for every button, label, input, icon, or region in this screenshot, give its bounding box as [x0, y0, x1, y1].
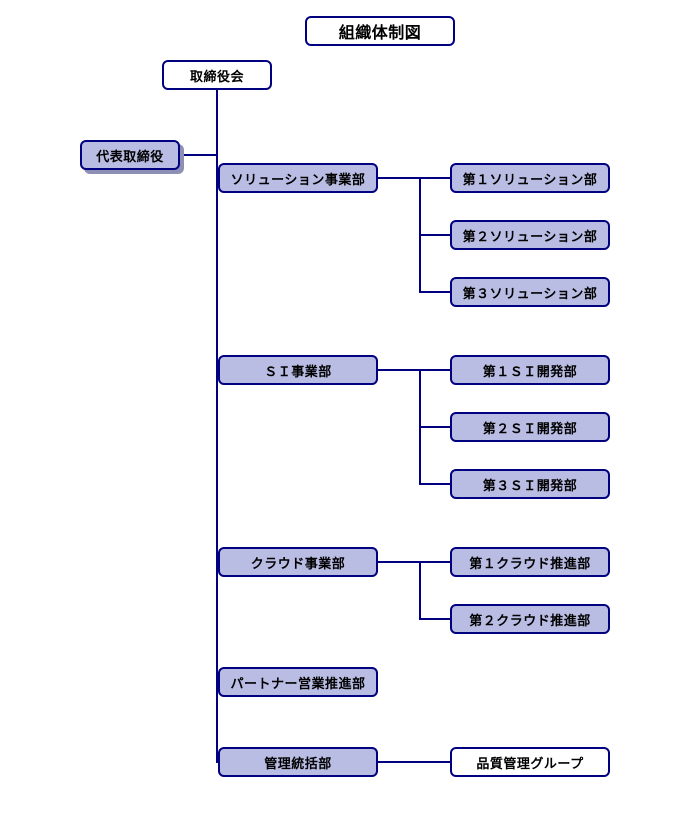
org-node-sol3: 第３ソリューション部 [450, 277, 610, 307]
org-node-si1: 第１ＳＩ開発部 [450, 355, 610, 385]
org-node-sol1: 第１ソリューション部 [450, 163, 610, 193]
connector-layer [0, 0, 700, 820]
org-node-sol2: 第２ソリューション部 [450, 220, 610, 250]
org-node-sol: ソリューション事業部 [218, 163, 378, 193]
org-node-si3: 第３ＳＩ開発部 [450, 469, 610, 499]
org-chart-canvas: 組織体制図取締役会代表取締役ソリューション事業部 第１ソリューション部第２ソリュー… [0, 0, 700, 820]
org-node-board: 取締役会 [162, 60, 272, 90]
org-node-quality: 品質管理グループ [450, 747, 610, 777]
org-node-si: ＳＩ事業部 [218, 355, 378, 385]
org-node-cloud1: 第１クラウド推進部 [450, 547, 610, 577]
org-node-admin: 管理統括部 [218, 747, 378, 777]
org-node-si2: 第２ＳＩ開発部 [450, 412, 610, 442]
org-node-partner: パートナー営業推進部 [218, 667, 378, 697]
org-node-ceo: 代表取締役 [80, 140, 180, 170]
chart-title: 組織体制図 [305, 16, 455, 46]
org-node-cloud2: 第２クラウド推進部 [450, 604, 610, 634]
org-node-cloud: クラウド事業部 [218, 547, 378, 577]
